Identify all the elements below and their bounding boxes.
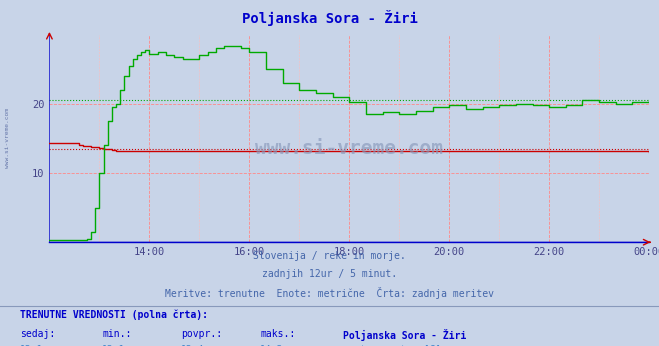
- Text: 14,3: 14,3: [260, 345, 284, 346]
- Text: www.si-vreme.com: www.si-vreme.com: [5, 108, 11, 169]
- Text: TRENUTNE VREDNOSTI (polna črta):: TRENUTNE VREDNOSTI (polna črta):: [20, 310, 208, 320]
- Text: min.:: min.:: [102, 329, 132, 339]
- Text: 13,1: 13,1: [102, 345, 126, 346]
- Text: povpr.:: povpr.:: [181, 329, 222, 339]
- Text: Meritve: trenutne  Enote: metrične  Črta: zadnja meritev: Meritve: trenutne Enote: metrične Črta: …: [165, 287, 494, 299]
- Text: zadnjih 12ur / 5 minut.: zadnjih 12ur / 5 minut.: [262, 269, 397, 279]
- Text: maks.:: maks.:: [260, 329, 295, 339]
- Text: temperatura[C]: temperatura[C]: [360, 345, 442, 346]
- Text: Slovenija / reke in morje.: Slovenija / reke in morje.: [253, 251, 406, 261]
- Text: 13,4: 13,4: [181, 345, 205, 346]
- Text: Poljanska Sora - Žiri: Poljanska Sora - Žiri: [343, 329, 466, 341]
- Text: Poljanska Sora - Žiri: Poljanska Sora - Žiri: [242, 10, 417, 26]
- Text: www.si-vreme.com: www.si-vreme.com: [255, 139, 444, 158]
- Text: sedaj:: sedaj:: [20, 329, 55, 339]
- Text: 13,1: 13,1: [20, 345, 43, 346]
